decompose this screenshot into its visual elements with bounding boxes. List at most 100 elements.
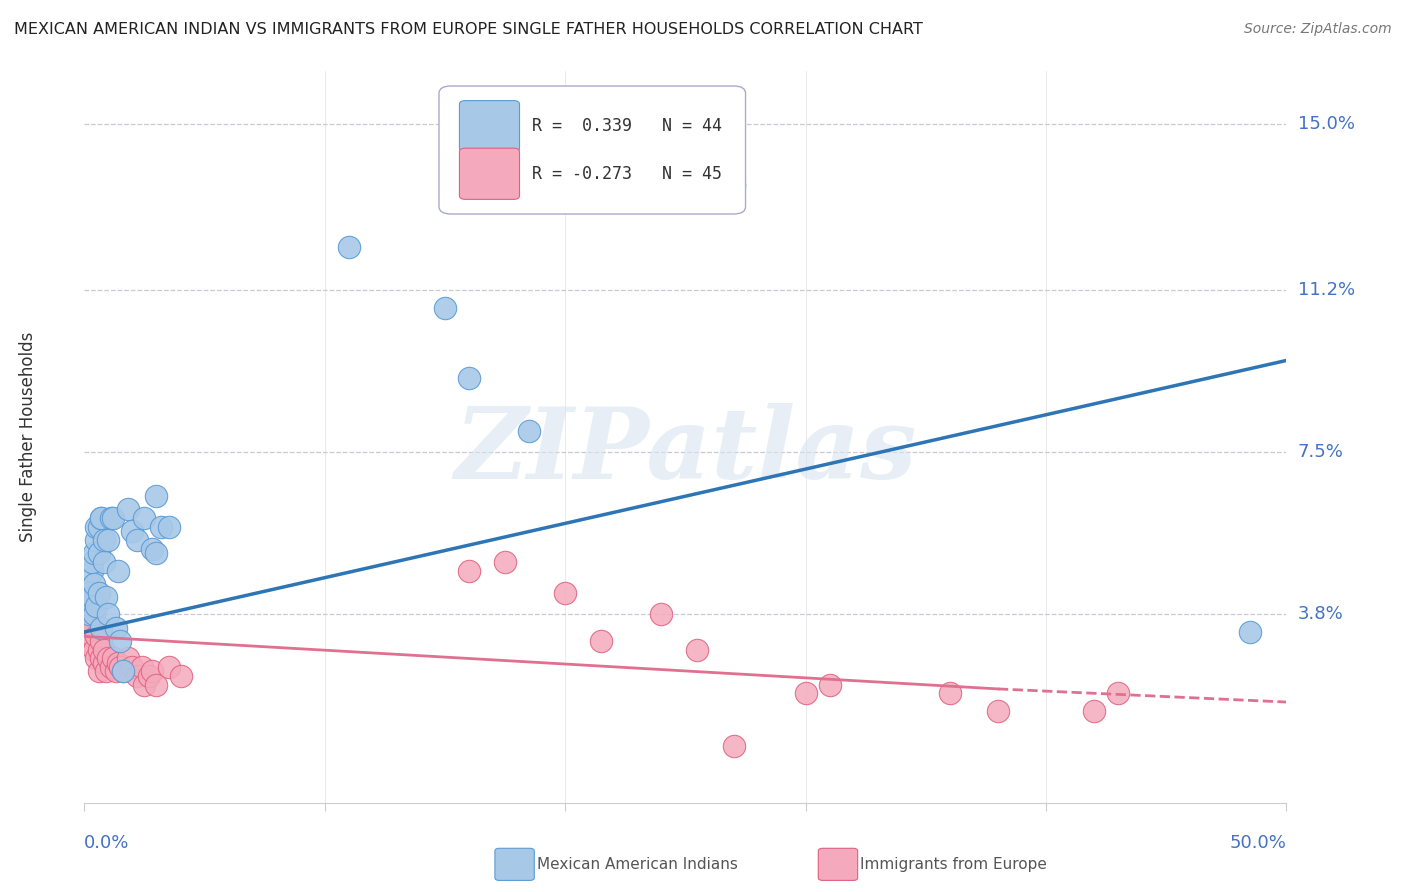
FancyBboxPatch shape [460,101,520,152]
Point [94,665,117,679]
Point [111,665,134,679]
Point [794,686,817,700]
Point [93,642,115,657]
Point [104,621,127,635]
Text: 11.2%: 11.2% [1298,281,1355,300]
Text: Source: ZipAtlas.com: Source: ZipAtlas.com [1244,22,1392,37]
Point [145,489,167,503]
Point [723,739,745,753]
Point [434,301,457,315]
Point [117,502,139,516]
Point [107,656,129,670]
Point [818,677,841,691]
Point [86,599,108,613]
Point [80,564,103,578]
Point [97,533,120,547]
Point [458,371,481,385]
Point [104,665,127,679]
Point [131,660,153,674]
Point [117,651,139,665]
Point [77,633,100,648]
Point [83,607,105,622]
Point [686,642,709,657]
Point [141,541,163,556]
Point [93,555,115,569]
Point [145,677,167,691]
Point [141,665,163,679]
Text: 7.5%: 7.5% [1298,443,1344,461]
Point [110,660,132,674]
Text: 50.0%: 50.0% [1230,834,1286,852]
Point [121,524,143,539]
Text: MEXICAN AMERICAN INDIAN VS IMMIGRANTS FROM EUROPE SINGLE FATHER HOUSEHOLDS CORRE: MEXICAN AMERICAN INDIAN VS IMMIGRANTS FR… [14,22,922,37]
Point [107,564,129,578]
Point [111,665,134,679]
Point [86,651,108,665]
Point [127,669,149,683]
Point [458,564,481,578]
Text: R =  0.339   N = 44: R = 0.339 N = 44 [531,117,721,136]
Point [80,629,103,643]
Point [127,533,149,547]
Point [76,616,98,631]
Point [94,590,117,604]
Point [76,599,98,613]
Text: Mexican American Indians: Mexican American Indians [537,857,738,871]
Point [157,520,180,534]
Text: 0.0%: 0.0% [84,834,129,852]
Point [77,585,100,599]
Point [86,520,108,534]
Point [80,555,103,569]
Point [939,686,962,700]
Text: 15.0%: 15.0% [1298,115,1355,133]
Point [337,239,360,253]
Text: Immigrants from Europe: Immigrants from Europe [860,857,1047,871]
Point [110,633,132,648]
Point [103,651,125,665]
Point [134,677,156,691]
Point [83,546,105,560]
Point [650,607,672,622]
Point [103,511,125,525]
Point [723,178,745,193]
Point [80,590,103,604]
Point [97,651,120,665]
Point [87,546,110,560]
FancyBboxPatch shape [439,86,745,214]
Point [121,660,143,674]
Point [554,585,576,599]
Point [87,665,110,679]
Text: ZIPatlas: ZIPatlas [454,403,917,500]
Point [86,533,108,547]
Text: R = -0.273   N = 45: R = -0.273 N = 45 [531,165,721,183]
Point [1083,704,1105,718]
Point [138,669,160,683]
Point [157,660,180,674]
Point [494,555,516,569]
Point [150,520,173,534]
Point [100,660,122,674]
Point [83,576,105,591]
Point [87,642,110,657]
Point [80,607,103,622]
Point [87,520,110,534]
Point [169,669,191,683]
Point [145,546,167,560]
Point [134,511,156,525]
FancyBboxPatch shape [460,148,520,200]
Point [87,585,110,599]
Point [93,533,115,547]
Point [517,424,540,438]
Text: Single Father Households: Single Father Households [20,332,37,542]
Point [83,642,105,657]
Point [100,511,122,525]
Point [987,704,1010,718]
Point [90,633,112,648]
Point [93,656,115,670]
Point [1107,686,1129,700]
Point [1239,625,1261,640]
Text: 3.8%: 3.8% [1298,606,1344,624]
Point [90,621,112,635]
Point [83,621,105,635]
Point [90,511,112,525]
